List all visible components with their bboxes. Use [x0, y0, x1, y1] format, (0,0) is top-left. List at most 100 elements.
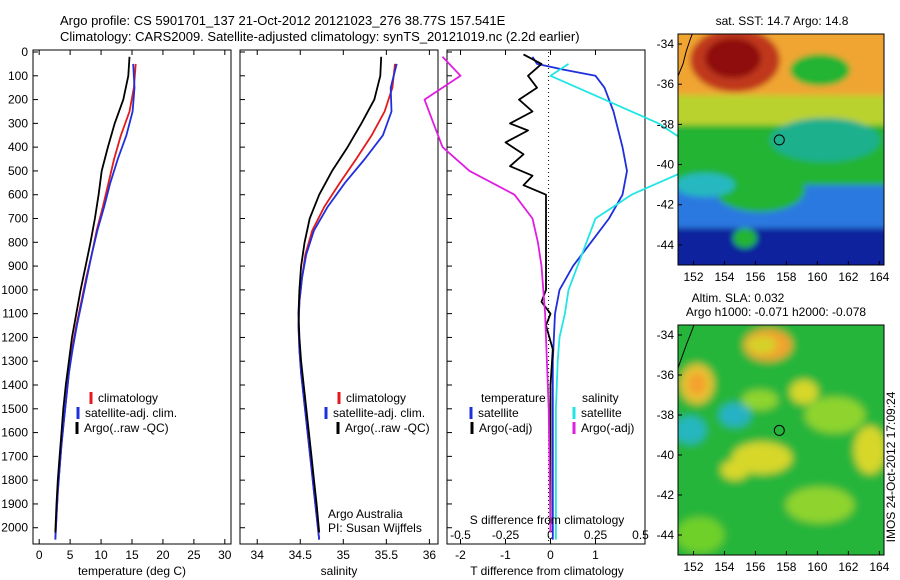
x-tick-label: -1: [500, 548, 511, 562]
latitude-label: -44: [657, 528, 675, 542]
sst-map-title: sat. SST: 14.7 Argo: 14.8: [716, 14, 849, 28]
depth-tick-label: 400: [8, 140, 28, 154]
depth-tick-label: 100: [8, 69, 28, 83]
x-tick-label: 36: [423, 548, 437, 562]
sst-field: [678, 34, 884, 265]
x-tick-label: 30: [218, 548, 232, 562]
s-tick-label: 0: [547, 528, 554, 542]
legend-salinity-title: salinity: [582, 391, 619, 405]
temperature-panel: 0100200300400500600700800900100011001200…: [1, 45, 232, 578]
depth-tick-label: 1600: [1, 426, 28, 440]
depth-tick-label: 1500: [1, 402, 28, 416]
sla-map-title: Altim. SLA: 0.032: [692, 291, 785, 305]
depth-tick-label: 500: [8, 164, 28, 178]
sla-field: [678, 325, 884, 555]
salinity-xlabel: salinity: [321, 564, 358, 578]
x-tick-label: 0: [36, 548, 43, 562]
x-tick-label: 35.5: [375, 548, 399, 562]
x-tick-label: 25: [187, 548, 201, 562]
longitude-label: 158: [776, 270, 796, 284]
header-line2: Climatology: CARS2009. Satellite-adjuste…: [60, 29, 580, 44]
series-argo-raw-qc: [297, 56, 383, 533]
x-tick-label: 10: [94, 548, 108, 562]
latitude-label: -40: [657, 158, 675, 172]
annotation-line1: Argo Australia: [328, 507, 403, 521]
x-tick-label: 34.5: [289, 548, 313, 562]
salinity-panel: 34 34.5 35 35.5 36 salinity climatology sate…: [239, 49, 439, 578]
legend-satellite-label: satellite-adj. clim.: [85, 406, 177, 420]
depth-tick-label: 800: [8, 235, 28, 249]
depth-tick-label: 1800: [1, 473, 28, 487]
longitude-label: 154: [714, 560, 734, 574]
latitude-label: -40: [657, 448, 675, 462]
s-difference-tick-labels: -0.5 -0.25 0 0.25 0.5: [450, 528, 649, 542]
depth-tick-label: 0: [21, 45, 28, 59]
coastline: [678, 325, 695, 369]
sla-longitude-ticks: 152 154 156 158 160 162 164: [683, 560, 889, 574]
legend-t-argo-label: Argo(-adj): [479, 421, 532, 435]
latitude-label: -38: [657, 408, 675, 422]
longitude-label: 156: [745, 270, 765, 284]
temperature-series: [54, 56, 137, 540]
depth-tick-label: 900: [8, 259, 28, 273]
temperature-axes-frame: [32, 49, 232, 545]
latitude-label: -36: [657, 77, 675, 91]
difference-series: [423, 53, 696, 540]
longitude-label: 160: [807, 270, 827, 284]
latitude-label: -34: [657, 328, 675, 342]
annotation-line2: PI: Susan Wijffels: [328, 521, 422, 535]
legend-s-argo-label: Argo(-adj): [581, 421, 634, 435]
depth-tick-label: 2000: [1, 521, 28, 535]
temperature-xlabel: temperature (deg C): [78, 564, 186, 578]
legend-climatology-label: climatology: [346, 391, 406, 405]
depth-tick-label: 1700: [1, 449, 28, 463]
temperature-tick-labels: 0 5 10 15 20 25 30: [36, 548, 232, 562]
longitude-label: 152: [683, 560, 703, 574]
header-line1: Argo profile: CS 5901701_137 21-Oct-2012…: [60, 13, 506, 28]
t-difference-tick-labels: -2 -1 0 1: [455, 548, 599, 562]
latitude-label: -38: [657, 117, 675, 131]
series-temperature-satellite: [531, 56, 628, 540]
latitude-label: -34: [657, 37, 675, 51]
latitude-label: -42: [657, 488, 675, 502]
s-tick-label: 0.5: [632, 528, 649, 542]
x-tick-label: 20: [156, 548, 170, 562]
sla-latitude-ticks: -34 -36 -38 -40 -42 -44: [657, 328, 675, 542]
sst-latitude-ticks: -34 -36 -38 -40 -42 -44: [657, 37, 675, 252]
x-tick-label: 35: [337, 548, 351, 562]
legend-satellite-label: satellite-adj. clim.: [333, 406, 425, 420]
longitude-label: 154: [714, 270, 734, 284]
depth-tick-label: 1900: [1, 497, 28, 511]
series-salinity-satellite: [549, 63, 696, 540]
temperature-legend: climatology satellite-adj. clim. Argo(..…: [75, 391, 177, 435]
x-tick-label: 34: [251, 548, 265, 562]
longitude-label: 162: [838, 560, 858, 574]
sla-map-subtitle: Argo h1000: -0.071 h2000: -0.078: [686, 305, 866, 319]
latitude-label: -36: [657, 368, 675, 382]
legend-argo-label: Argo(..raw -QC): [345, 421, 430, 435]
depth-tick-label: 300: [8, 116, 28, 130]
depth-tick-label: 700: [8, 212, 28, 226]
s-tick-label: 0.25: [584, 528, 608, 542]
depth-tick-label: 200: [8, 93, 28, 107]
legend-argo-label: Argo(..raw -QC): [84, 421, 169, 435]
depth-tick-label: 1400: [1, 378, 28, 392]
sst-longitude-ticks: 152 154 156 158 160 162 164: [683, 270, 889, 284]
longitude-label: 164: [869, 270, 889, 284]
difference-axes-frame: [446, 49, 646, 545]
depth-tick-label: 1300: [1, 354, 28, 368]
depth-tick-label: 1100: [2, 307, 28, 321]
t-difference-xlabel: T difference from climatology: [470, 564, 624, 578]
longitude-label: 152: [683, 270, 703, 284]
latitude-label: -44: [657, 238, 675, 252]
difference-legend: temperature satellite Argo(-adj) salinit…: [469, 391, 634, 435]
salinity-axes-frame: [239, 49, 439, 545]
x-tick-label: -2: [455, 548, 466, 562]
salinity-series: [297, 56, 398, 540]
depth-tick-label: 1200: [1, 330, 28, 344]
depth-tick-labels: 0 100 200 300 400 500 600 700 800 900 1000 1100 1200…: [1, 45, 28, 535]
sla-map: Altim. SLA: 0.032 Argo h1000: -0.071 h20…: [657, 291, 898, 574]
series-argo-raw-qc: [54, 56, 131, 533]
s-tick-label: -0.25: [492, 528, 520, 542]
